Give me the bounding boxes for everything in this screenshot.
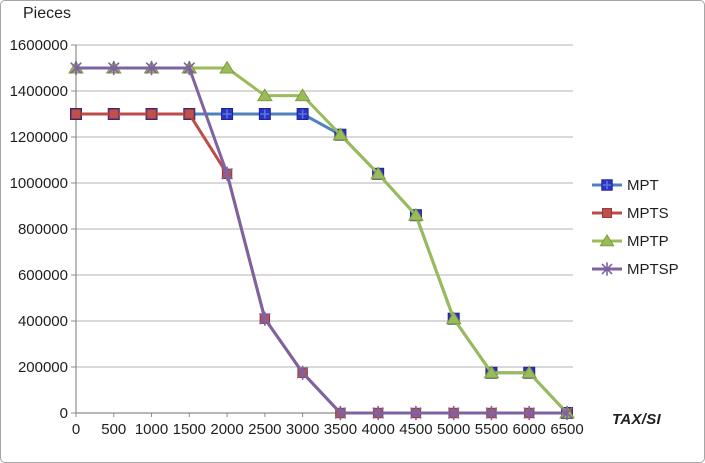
legend-label: MPTS bbox=[627, 204, 669, 222]
marker-mpts bbox=[184, 108, 195, 120]
marker-mptsp bbox=[448, 405, 460, 421]
marker-mptp bbox=[332, 127, 349, 141]
legend-item-mpts: MPTS bbox=[591, 204, 679, 222]
y-tick-label: 1200000 bbox=[10, 129, 68, 146]
marker-mptsp bbox=[259, 311, 271, 326]
marker-mptp bbox=[521, 365, 538, 379]
legend-item-mpt: MPT bbox=[591, 176, 679, 194]
y-tick-label: 600000 bbox=[18, 267, 68, 284]
marker-mptp bbox=[445, 311, 462, 325]
marker-mpt bbox=[258, 108, 271, 120]
marker-mptp bbox=[219, 60, 235, 74]
marker-mptsp bbox=[70, 60, 82, 76]
marker-mptsp bbox=[108, 60, 120, 76]
y-tick-label: 800000 bbox=[18, 221, 68, 238]
y-tick-label: 1000000 bbox=[10, 175, 68, 192]
legend: MPT MPTS MPTP MPTSP bbox=[591, 176, 679, 278]
legend-label: MPT bbox=[627, 176, 659, 194]
x-tick-label: 6000 bbox=[513, 421, 546, 438]
y-tick-label: 200000 bbox=[18, 359, 68, 376]
marker-mptsp bbox=[145, 60, 158, 76]
marker-mptsp bbox=[561, 405, 573, 421]
x-tick-label: 5000 bbox=[437, 421, 470, 438]
marker-mptp bbox=[294, 88, 311, 102]
y-tick-label: 1600000 bbox=[10, 37, 68, 54]
legend-item-mptp: MPTP bbox=[591, 232, 679, 250]
marker-mptsp bbox=[372, 405, 384, 421]
series-mptsp bbox=[70, 60, 573, 421]
marker-mpt bbox=[221, 108, 234, 120]
x-tick-label: 1500 bbox=[173, 421, 206, 438]
marker-mptsp bbox=[485, 405, 498, 421]
legend-marker-mpts bbox=[592, 208, 622, 218]
legend-item-mptsp: MPTSP bbox=[591, 260, 679, 278]
marker-mptp bbox=[370, 166, 387, 180]
y-tick-label: 0 bbox=[60, 405, 68, 422]
marker-mptp bbox=[408, 207, 424, 221]
legend-label: MPTSP bbox=[627, 260, 679, 278]
x-tick-label: 2000 bbox=[210, 421, 243, 438]
x-tick-label: 3000 bbox=[286, 421, 319, 438]
y-axis-ticks: 0 200000 400000 600000 800000 1000000 1200000 1… bbox=[10, 37, 76, 422]
marker-mptsp bbox=[221, 166, 233, 182]
marker-mpts bbox=[70, 108, 82, 120]
legend-marker-mptsp bbox=[592, 262, 622, 276]
marker-mptsp bbox=[523, 405, 535, 421]
x-tick-label: 0 bbox=[72, 421, 80, 438]
marker-mpts bbox=[146, 108, 157, 120]
x-axis-title: TAX/SI bbox=[612, 411, 662, 428]
x-tick-label: 6500 bbox=[550, 421, 583, 438]
y-tick-label: 1400000 bbox=[10, 83, 68, 100]
series-line-mptsp bbox=[76, 66, 567, 415]
gridlines bbox=[76, 44, 573, 368]
marker-mpts bbox=[108, 108, 119, 120]
y-tick-label: 400000 bbox=[18, 313, 68, 330]
marker-mptsp bbox=[296, 365, 309, 380]
legend-marker-mpt bbox=[592, 179, 622, 191]
legend-label: MPTP bbox=[627, 232, 669, 250]
legend-marker-mptp bbox=[592, 233, 622, 247]
x-tick-label: 4500 bbox=[399, 421, 432, 438]
x-tick-label: 1000 bbox=[135, 421, 168, 438]
x-tick-label: 5500 bbox=[475, 421, 508, 438]
marker-mptsp bbox=[410, 405, 422, 421]
x-tick-label: 3500 bbox=[324, 421, 357, 438]
x-axis-ticks: 0 500 1000 1500 2000 2500 3000 3500 4000 4500 5000… bbox=[72, 413, 584, 438]
y-axis-title: Pieces bbox=[23, 5, 72, 22]
marker-mptp bbox=[256, 88, 273, 102]
marker-mptsp bbox=[334, 405, 347, 421]
x-tick-label: 500 bbox=[101, 421, 126, 438]
x-tick-label: 4000 bbox=[361, 421, 394, 438]
marker-mptp bbox=[483, 365, 500, 379]
x-tick-label: 2500 bbox=[248, 421, 281, 438]
marker-mpt bbox=[296, 108, 309, 120]
marker-mptsp bbox=[183, 60, 195, 76]
